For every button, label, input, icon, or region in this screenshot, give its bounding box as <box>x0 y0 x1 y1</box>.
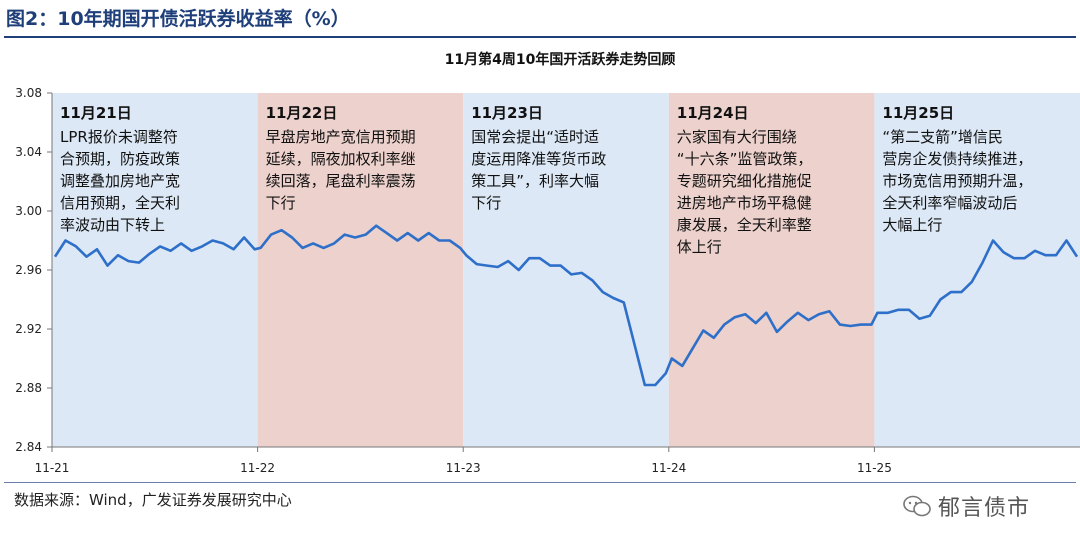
band-note-line: 大幅上行 <box>882 216 942 234</box>
band-date-label: 11月23日 <box>471 104 543 122</box>
x-tick-label: 11-24 <box>651 461 686 475</box>
band-note-line: 度运用降准等货币政 <box>471 150 606 168</box>
band-note-line: “第二支箭”增信民 <box>882 128 1003 146</box>
band-note-line: 下行 <box>266 194 296 212</box>
y-tick-label: 3.08 <box>15 86 42 100</box>
band-11-24 <box>668 93 875 447</box>
band-note-line: 调整叠加房地产宽 <box>60 172 180 190</box>
x-tick-label: 11-25 <box>857 461 892 475</box>
band-note-line: 体上行 <box>677 238 722 256</box>
source-note: 数据来源：Wind，广发证券发展研究中心 <box>14 491 292 509</box>
band-note-line: 合预期，防疫政策 <box>60 150 180 168</box>
watermark-text: 郁言债市 <box>938 496 1031 521</box>
annotations: 11月21日 LPR报价未调整符合预期，防疫政策调整叠加房地产宽信用预期，全天利率… <box>60 104 1032 256</box>
band-11-22 <box>257 93 464 447</box>
band-date-label: 11月24日 <box>677 104 749 122</box>
title-rule <box>4 36 1076 38</box>
footer-rule <box>4 482 1076 483</box>
band-date-label: 11月25日 <box>882 104 954 122</box>
band-note-line: LPR报价未调整符 <box>60 128 178 146</box>
chart-title: 11月第4周10年国开活跃券走势回顾 <box>445 51 676 68</box>
band-date-label: 11月22日 <box>266 104 338 122</box>
band-note-line: “十六条”监管政策， <box>677 150 813 168</box>
band-note-line: 早盘房地产宽信用预期 <box>266 128 416 146</box>
yield-series-line <box>53 224 1079 387</box>
x-tick-label: 11-22 <box>240 461 275 475</box>
band-note-line: 康发展，全天利率整 <box>677 216 812 234</box>
band-note-line: 市场宽信用预期升温， <box>882 172 1032 190</box>
band-note-line: 策工具”，利率大幅 <box>471 172 599 190</box>
band-note-line: 续回落，尾盘利率震荡 <box>266 172 416 190</box>
band-note-line: 六家国有大行围绕 <box>677 128 797 146</box>
band-note-line: 全天利率窄幅波动后 <box>882 194 1017 212</box>
y-tick-label: 2.96 <box>15 263 42 277</box>
band-note-line: 下行 <box>471 194 501 212</box>
yield-line-chart: 11月第4周10年国开活跃券走势回顾 3.08 3.04 3.00 2.96 2.92 2… <box>15 51 1080 475</box>
watermark: 郁言债市 <box>902 490 1030 522</box>
wechat-icon <box>903 495 931 517</box>
y-tick-label: 2.84 <box>15 440 42 454</box>
y-tick-label: 2.88 <box>15 381 42 395</box>
y-tick-label: 2.92 <box>15 322 42 336</box>
band-date-label: 11月21日 <box>60 104 132 122</box>
band-note-line: 率波动由下转上 <box>60 216 165 234</box>
figure-title: 图2：10年期国开债活跃券收益率（%） <box>6 8 350 30</box>
band-note-line: 延续，隔夜加权利率继 <box>266 150 416 168</box>
band-note-line: 信用预期，全天利 <box>60 194 180 212</box>
x-tick-label: 11-23 <box>446 461 481 475</box>
y-tick-label: 3.04 <box>15 145 42 159</box>
band-note-line: 进房地产市场平稳健 <box>677 194 812 212</box>
band-note-line: 专题研究细化措施促 <box>677 172 812 190</box>
axes: 3.08 3.04 3.00 2.96 2.92 2.88 2.84 11-21 11-22 11… <box>15 86 1080 475</box>
x-tick-label: 11-21 <box>35 461 70 475</box>
y-tick-label: 3.00 <box>15 204 42 218</box>
band-11-21 <box>52 93 258 447</box>
band-note-line: 营房企发债持续推进， <box>882 150 1032 168</box>
band-note-line: 国常会提出“适时适 <box>471 128 599 146</box>
series-layer <box>53 224 1079 387</box>
